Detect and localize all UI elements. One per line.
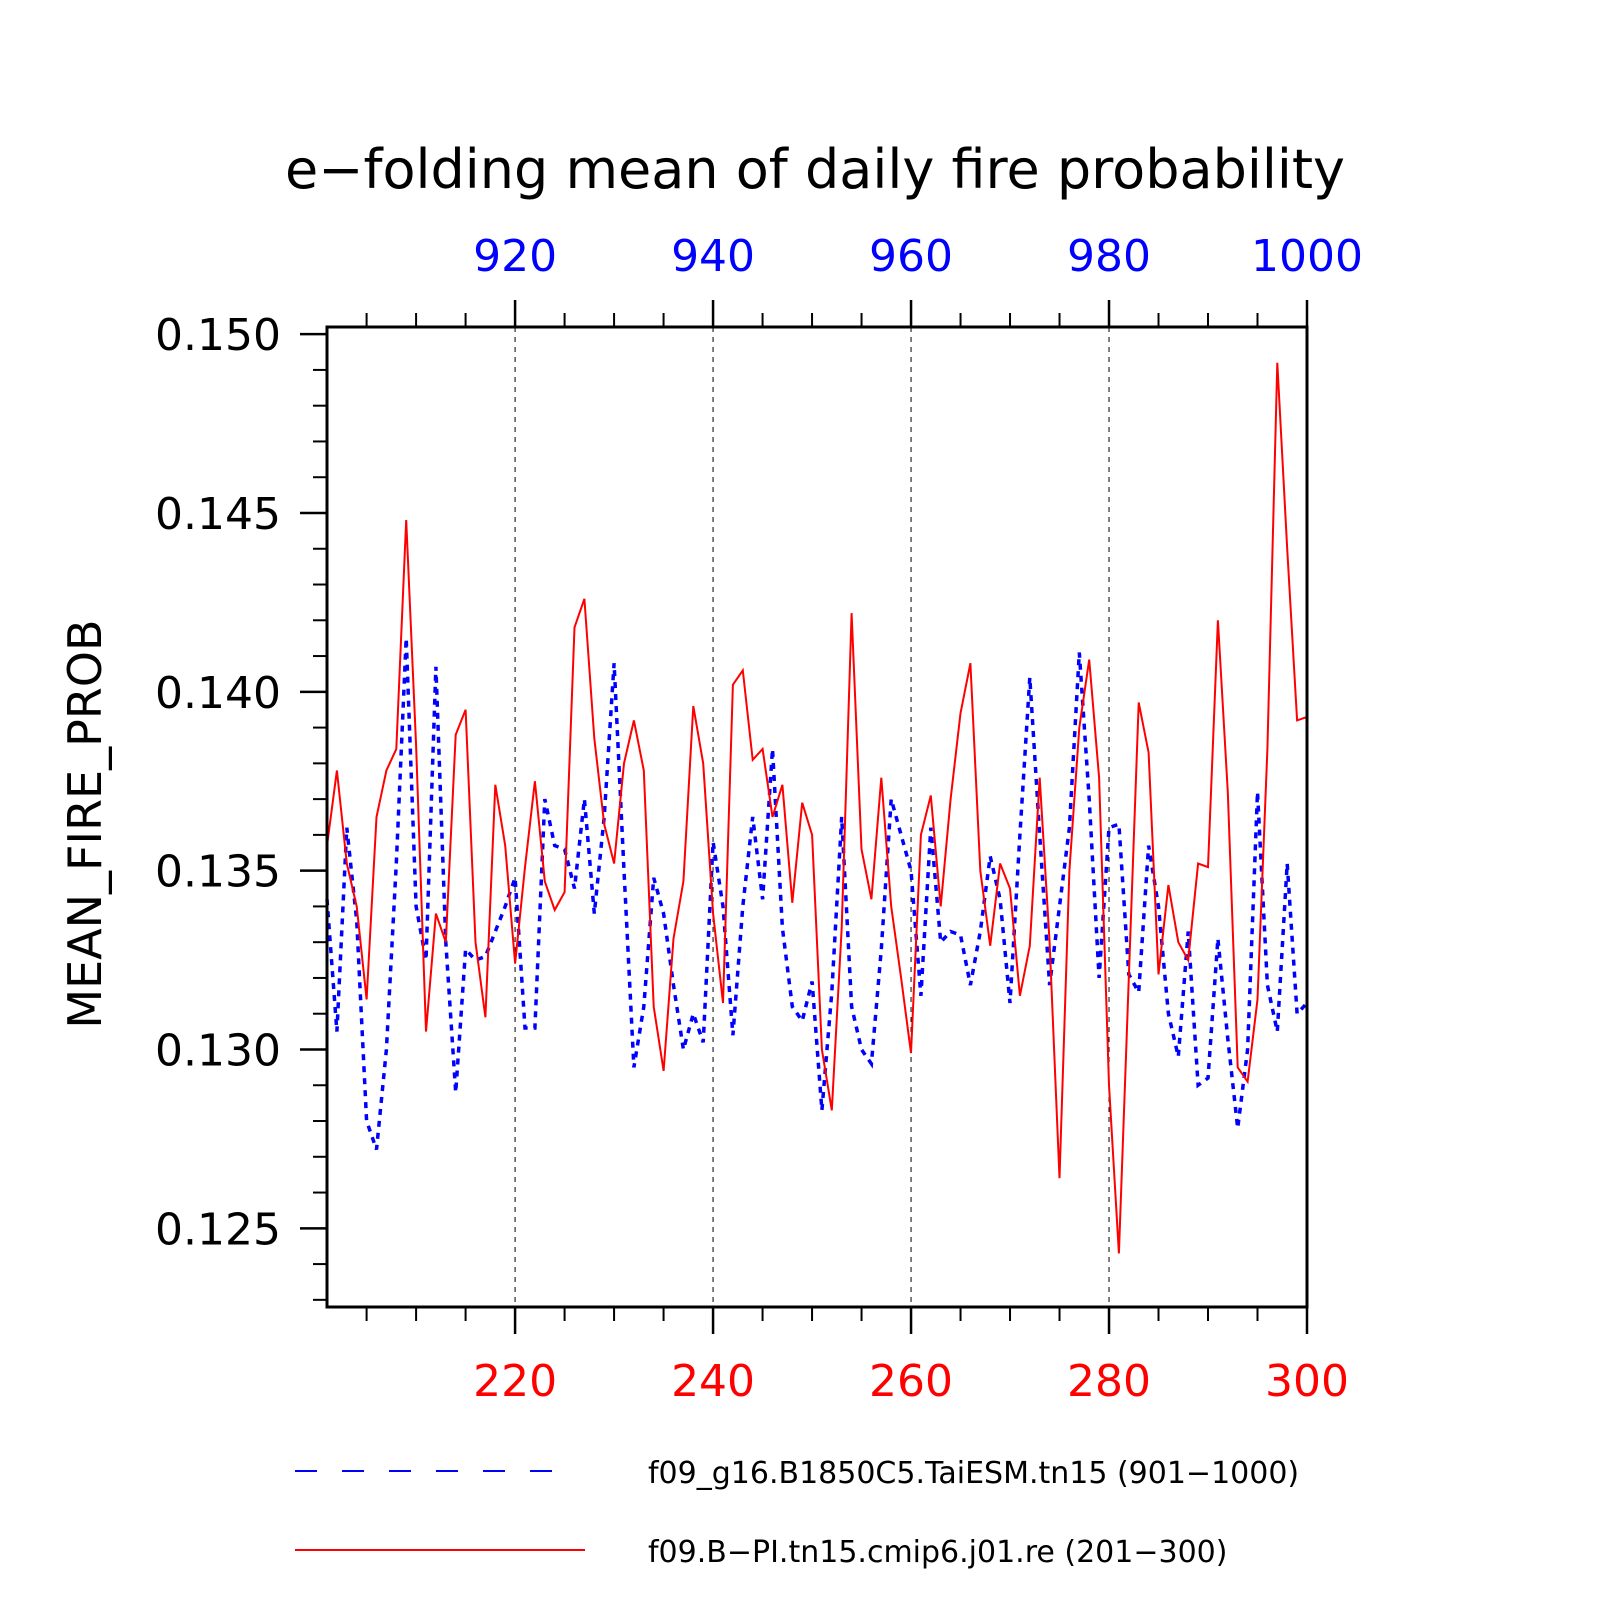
y-tick-label: 0.150 (155, 310, 281, 361)
y-axis-label: MEAN_FIRE_PROB (58, 619, 112, 1028)
top-tick-label: 960 (869, 231, 953, 282)
bottom-tick-label: 240 (671, 1356, 755, 1407)
top-tick-label: 920 (473, 231, 557, 282)
top-tick-label: 940 (671, 231, 755, 282)
top-tick-label: 1000 (1251, 231, 1363, 282)
bottom-tick-label: 280 (1067, 1356, 1151, 1407)
y-tick-label: 0.130 (155, 1025, 281, 1076)
plot-frame (325, 325, 1309, 1309)
plot-series (325, 362, 1309, 1254)
top-tick-label: 980 (1067, 231, 1151, 282)
legend-label-red: f09.B−PI.tn15.cmip6.j01.re (201−300) (648, 1535, 1227, 1570)
y-axis-ticks: 0.125 0.130 0.135 0.140 0.145 0.150 (155, 310, 327, 1301)
series-line-blue (325, 638, 1309, 1151)
y-tick-label: 0.140 (155, 668, 281, 719)
chart-title: e−folding mean of daily fire probability (285, 138, 1345, 201)
grid-lines (514, 327, 1110, 1307)
series-line-red (326, 362, 1308, 1254)
top-axis-ticks: 920 940 960 980 1000 (365, 231, 1363, 327)
y-tick-label: 0.135 (155, 847, 281, 898)
legend: f09_g16.B1850C5.TaiESM.tn15 (901−1000) f… (295, 1456, 1299, 1570)
legend-label-blue: f09_g16.B1850C5.TaiESM.tn15 (901−1000) (648, 1456, 1299, 1491)
bottom-axis-ticks: 220 240 260 280 300 (365, 1307, 1349, 1407)
y-tick-label: 0.145 (155, 489, 281, 540)
bottom-tick-label: 220 (473, 1356, 557, 1407)
y-tick-label: 0.125 (155, 1204, 281, 1255)
bottom-tick-label: 300 (1265, 1356, 1349, 1407)
bottom-tick-label: 260 (869, 1356, 953, 1407)
